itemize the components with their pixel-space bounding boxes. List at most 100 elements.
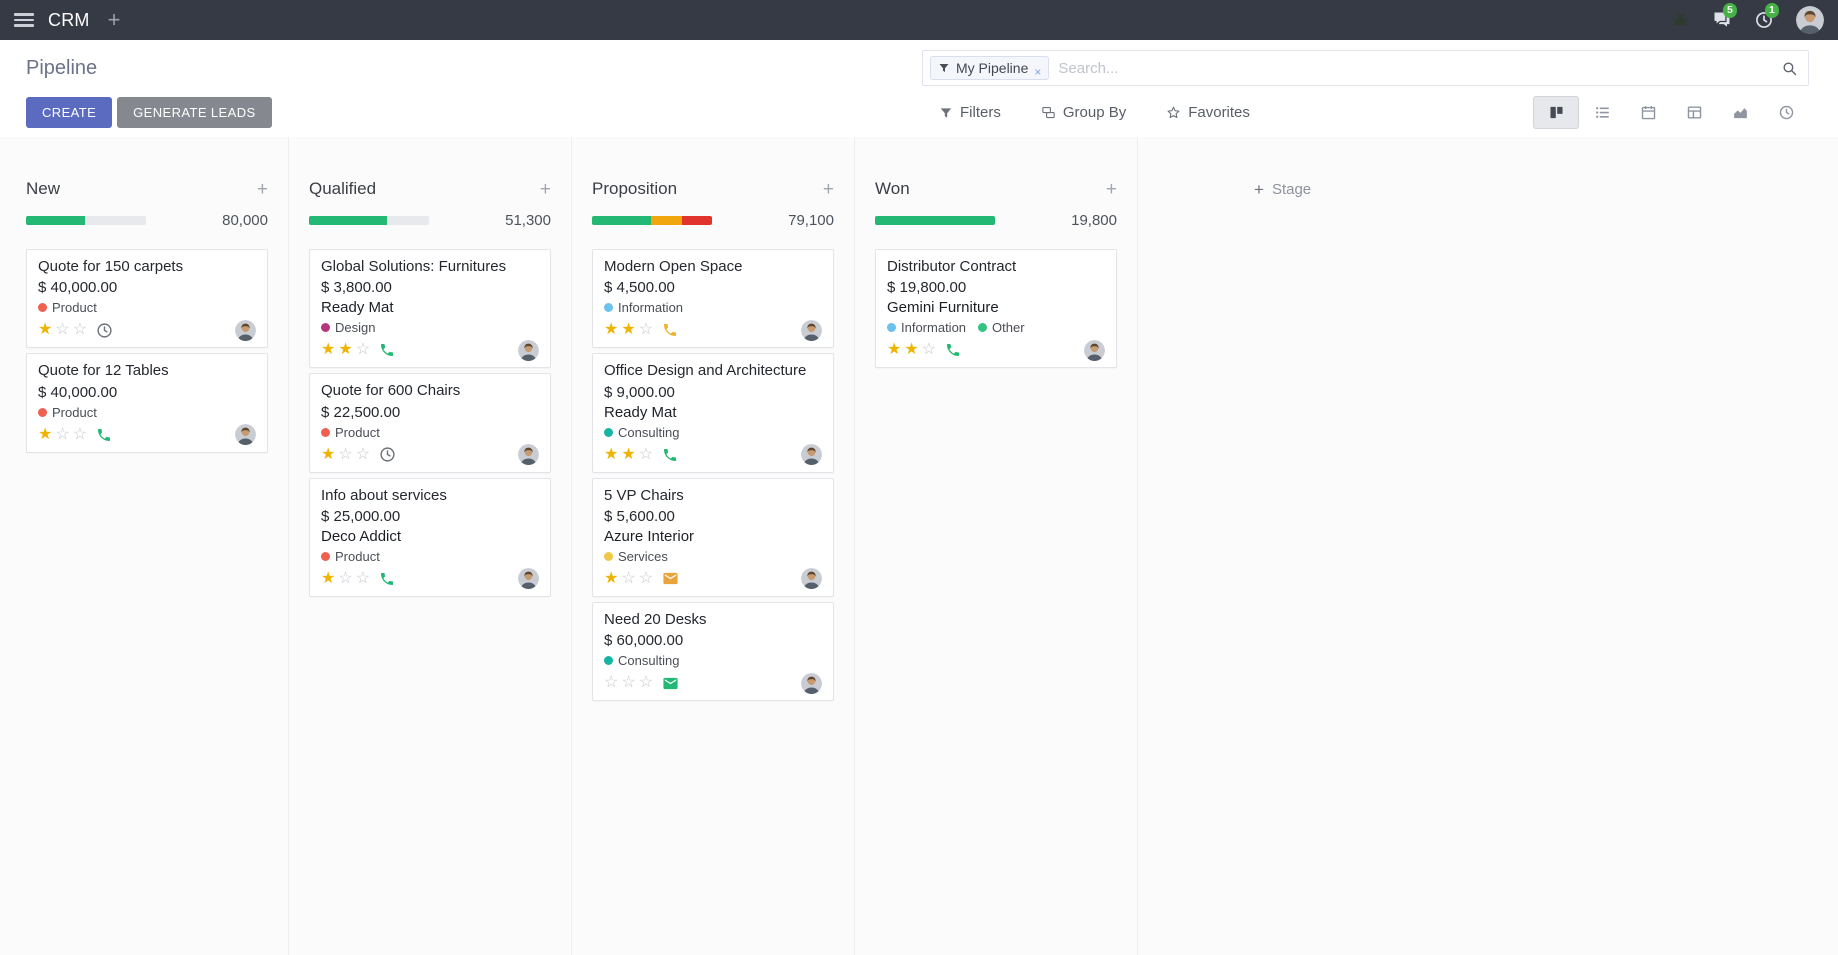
column-progressbar[interactable] — [309, 216, 429, 225]
filters-menu[interactable]: Filters — [939, 104, 1001, 121]
favorites-menu[interactable]: Favorites — [1166, 104, 1250, 121]
star-icon[interactable]: ☆ — [338, 445, 353, 463]
column-progressbar[interactable] — [875, 216, 995, 225]
user-avatar[interactable] — [1796, 6, 1824, 34]
card-title: Info about services — [321, 486, 447, 504]
star-icon[interactable]: ☆ — [638, 321, 654, 339]
card-amount: $ 25,000.00 — [321, 507, 401, 525]
kanban-card[interactable]: Distributor Contract $ 19,800.00 Gemini Fu… — [875, 249, 1117, 369]
star-icon[interactable]: ★ — [38, 425, 53, 443]
star-icon[interactable]: ☆ — [55, 425, 70, 443]
salesperson-avatar — [518, 444, 539, 466]
card-title: 5 VP Chairs — [604, 486, 684, 504]
card-footer: ★ ★ ☆ — [604, 444, 822, 466]
add-stage-button[interactable]: + Stage — [1254, 180, 1311, 955]
phone-icon[interactable] — [662, 447, 678, 463]
tag: Information — [887, 320, 966, 335]
plus-icon[interactable]: + — [107, 7, 121, 32]
kanban-card[interactable]: Office Design and Architecture $ 9,000.00… — [592, 353, 834, 473]
tag-label: Consulting — [618, 653, 680, 669]
star-icon[interactable]: ☆ — [55, 321, 70, 339]
salesperson-avatar — [518, 339, 539, 361]
star-icon[interactable]: ☆ — [338, 569, 353, 587]
star-icon[interactable]: ★ — [604, 321, 619, 339]
envelope-icon[interactable] — [662, 675, 679, 692]
search-bar[interactable]: My Pipeline × — [922, 50, 1809, 86]
star-icon[interactable]: ★ — [621, 445, 636, 463]
star-icon[interactable]: ☆ — [638, 674, 654, 692]
column-counter: 19,800 — [1071, 212, 1117, 229]
star-icon[interactable]: ☆ — [72, 425, 88, 443]
priority-stars: ★ ☆ ☆ — [38, 425, 88, 443]
star-icon[interactable]: ☆ — [921, 341, 937, 359]
pivot-view-button[interactable] — [1671, 96, 1717, 129]
kanban-card[interactable]: 5 VP Chairs $ 5,600.00 Azure Interior Servi… — [592, 477, 834, 597]
star-icon[interactable]: ☆ — [638, 445, 654, 463]
star-icon[interactable]: ★ — [321, 445, 336, 463]
star-icon[interactable]: ☆ — [638, 569, 654, 587]
card-tags: Consulting — [604, 653, 822, 668]
bug-icon[interactable] — [1671, 11, 1690, 30]
star-icon[interactable]: ☆ — [621, 569, 636, 587]
calendar-view-button[interactable] — [1625, 96, 1671, 129]
kanban-card[interactable]: Quote for 12 Tables $ 40,000.00 Product ★ ☆ ☆ — [26, 353, 268, 453]
star-icon[interactable]: ★ — [604, 569, 619, 587]
kanban-card[interactable]: Need 20 Desks $ 60,000.00 Consulting ☆ ☆ ☆ — [592, 601, 834, 702]
group-by-menu[interactable]: Group By — [1041, 104, 1126, 121]
app-name[interactable]: CRM — [48, 9, 90, 30]
column-progressbar[interactable] — [592, 216, 712, 225]
kanban-card[interactable]: Quote for 600 Chairs $ 22,500.00 Product ★ ☆… — [309, 373, 551, 473]
add-record-icon[interactable]: + — [1105, 178, 1117, 200]
phone-icon[interactable] — [96, 427, 112, 443]
star-icon[interactable]: ★ — [904, 341, 919, 359]
clock-icon[interactable] — [96, 322, 113, 339]
star-icon[interactable]: ☆ — [355, 569, 371, 587]
search-icon[interactable] — [1781, 60, 1798, 77]
create-button[interactable]: CREATE — [26, 97, 113, 128]
kanban-card[interactable]: Modern Open Space $ 4,500.00 Information ★ ★… — [592, 249, 834, 349]
kanban-view-button[interactable] — [1533, 96, 1579, 129]
kanban-card[interactable]: Quote for 150 carpets $ 40,000.00 Product ★… — [26, 249, 268, 349]
star-icon[interactable]: ☆ — [72, 321, 88, 339]
star-icon[interactable]: ★ — [321, 341, 336, 359]
clock-icon[interactable] — [379, 446, 396, 463]
generate-leads-button[interactable]: GENERATE LEADS — [117, 97, 272, 128]
kanban-column-won: Won +19,800 Distributor Contract $ 19,800.0… — [855, 137, 1138, 955]
column-progressbar[interactable] — [26, 216, 146, 225]
column-title: New — [26, 179, 61, 198]
search-input[interactable] — [1049, 59, 1781, 77]
star-icon[interactable]: ☆ — [604, 674, 619, 692]
card-title: Distributor Contract — [887, 258, 1017, 275]
phone-icon[interactable] — [662, 322, 678, 338]
kanban-card[interactable]: Global Solutions: Furnitures $ 3,800.00 Re… — [309, 249, 551, 369]
apps-menu-icon[interactable] — [14, 13, 34, 27]
star-icon[interactable]: ☆ — [355, 341, 371, 359]
card-list: Modern Open Space $ 4,500.00 Information ★ ★… — [592, 249, 834, 702]
activities-icon[interactable]: 1 — [1754, 3, 1779, 30]
add-record-icon[interactable]: + — [256, 178, 268, 200]
search-facet[interactable]: My Pipeline × — [930, 56, 1050, 80]
envelope-icon[interactable] — [662, 570, 679, 587]
list-view-button[interactable] — [1579, 96, 1625, 129]
card-amount: $ 19,800.00 — [887, 279, 967, 297]
phone-icon[interactable] — [379, 571, 395, 587]
star-icon[interactable]: ★ — [621, 321, 636, 339]
star-icon[interactable]: ★ — [338, 341, 353, 359]
add-record-icon[interactable]: + — [539, 178, 551, 200]
kanban-card[interactable]: Info about services $ 25,000.00 Deco Addic… — [309, 477, 551, 597]
salesperson-avatar — [235, 424, 256, 446]
phone-icon[interactable] — [945, 342, 961, 358]
card-title: Office Design and Architecture — [604, 362, 807, 380]
star-icon[interactable]: ★ — [604, 445, 619, 463]
star-icon[interactable]: ☆ — [621, 674, 636, 692]
add-record-icon[interactable]: + — [822, 178, 834, 200]
star-icon[interactable]: ☆ — [355, 445, 371, 463]
star-icon[interactable]: ★ — [887, 341, 902, 359]
star-icon[interactable]: ★ — [321, 569, 336, 587]
activity-view-button[interactable] — [1763, 96, 1809, 129]
graph-view-button[interactable] — [1717, 96, 1763, 129]
messages-icon[interactable]: 5 — [1712, 3, 1737, 30]
facet-remove-icon[interactable]: × — [1034, 65, 1042, 79]
star-icon[interactable]: ★ — [38, 321, 53, 339]
phone-icon[interactable] — [379, 342, 395, 358]
